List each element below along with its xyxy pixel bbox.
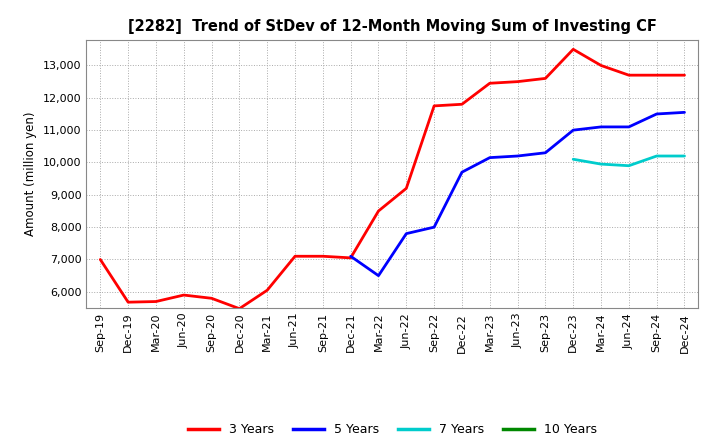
Legend: 3 Years, 5 Years, 7 Years, 10 Years: 3 Years, 5 Years, 7 Years, 10 Years [183,418,602,440]
Y-axis label: Amount (million yen): Amount (million yen) [24,112,37,236]
Title: [2282]  Trend of StDev of 12-Month Moving Sum of Investing CF: [2282] Trend of StDev of 12-Month Moving… [128,19,657,34]
